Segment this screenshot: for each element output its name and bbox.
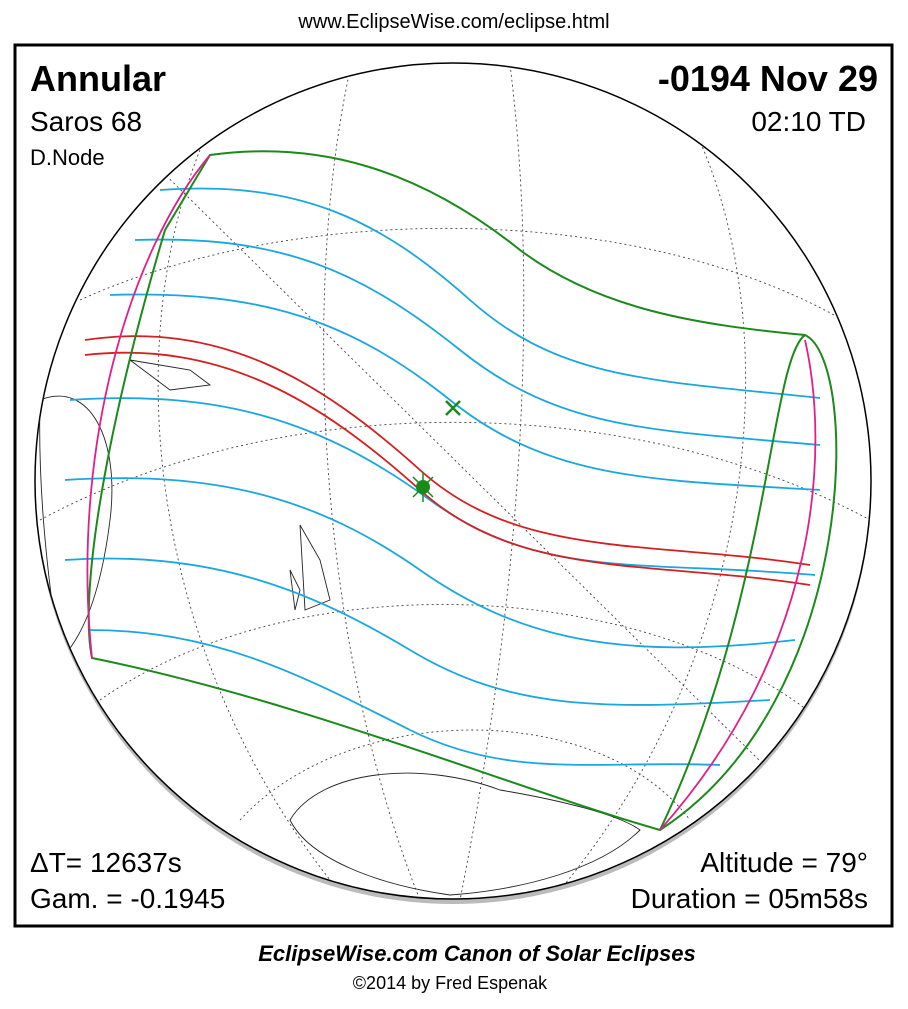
grid-line — [119, 129, 831, 831]
duration: Duration = 05m58s — [631, 883, 868, 914]
new-zealand — [289, 524, 331, 611]
meridian — [559, 119, 747, 891]
penumbra-outline — [659, 334, 806, 831]
limit-line — [64, 477, 796, 649]
rise-set-curve — [86, 154, 211, 659]
node: D.Node — [30, 145, 105, 170]
limit-line — [109, 293, 821, 491]
altitude: Altitude = 79° — [700, 847, 868, 878]
time: 02:10 TD — [751, 106, 866, 137]
limit-line — [89, 629, 721, 766]
globe-content — [39, 64, 871, 899]
url: www.EclipseWise.com/eclipse.html — [297, 11, 609, 33]
globe — [34, 62, 872, 900]
islands — [129, 359, 212, 391]
saros: Saros 68 — [30, 106, 142, 137]
footer-credit: ©2014 by Fred Espenak — [353, 973, 548, 993]
rise-set-curve — [659, 339, 817, 831]
parallel — [239, 729, 691, 821]
footer-title: EclipseWise.com Canon of Solar Eclipses — [258, 941, 696, 966]
central-limit — [84, 335, 811, 566]
greatest-eclipse — [412, 472, 434, 502]
meridian — [157, 149, 331, 881]
australia — [39, 395, 113, 661]
antarctica — [289, 772, 641, 896]
date: -0194 Nov 29 — [658, 58, 878, 99]
sub-solar-point — [445, 400, 461, 416]
limit-line — [159, 187, 821, 399]
gamma: Gam. = -0.1945 — [30, 883, 225, 914]
meridian — [459, 64, 525, 899]
limit-line — [64, 557, 771, 706]
parallel — [39, 421, 871, 521]
eclipse-type: Annular — [30, 58, 166, 99]
limit-line — [69, 397, 816, 576]
limit-line — [134, 238, 821, 446]
delta-t: ΔT= 12637s — [30, 847, 182, 878]
